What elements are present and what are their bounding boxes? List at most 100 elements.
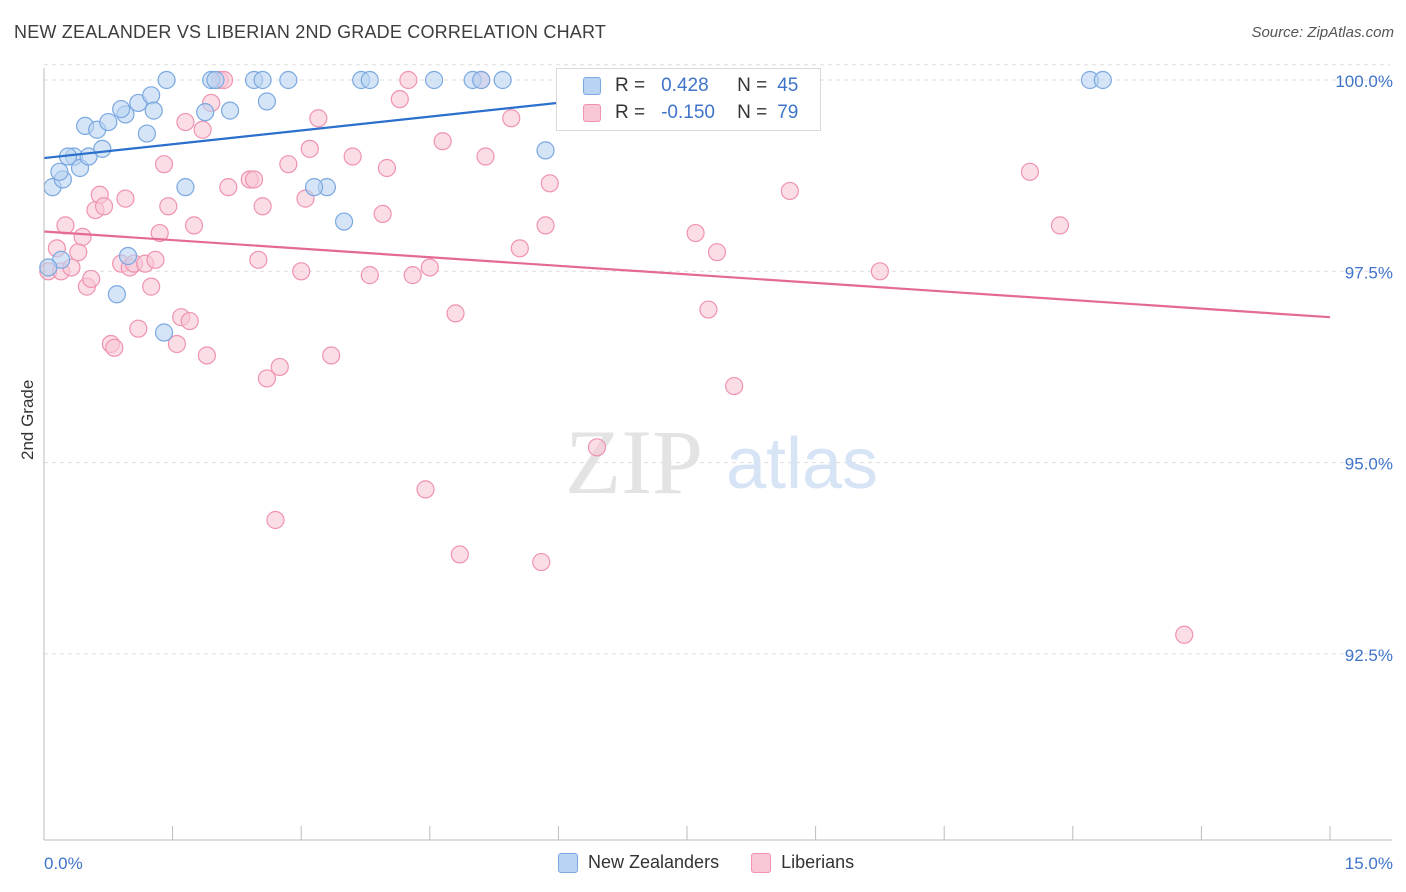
data-point [116, 189, 135, 208]
data-point [266, 510, 285, 530]
x-tick-label: 15.0% [1345, 854, 1393, 873]
data-point [587, 438, 607, 457]
data-point [334, 212, 354, 231]
data-point [82, 269, 101, 289]
data-point [107, 285, 126, 304]
data-point [540, 174, 559, 193]
data-point [94, 197, 114, 216]
data-point [159, 197, 178, 216]
y-tick-label: 92.5% [1345, 646, 1393, 665]
data-point [257, 369, 277, 388]
series-legend: New Zealanders Liberians [558, 852, 886, 873]
data-point [176, 112, 195, 132]
data-point [144, 101, 163, 120]
data-point [39, 258, 58, 277]
data-point [399, 70, 418, 90]
data-point [206, 70, 225, 90]
legend-r-value: 0.428 [661, 75, 709, 96]
data-point [403, 266, 422, 285]
data-point [780, 181, 799, 201]
chart-title: NEW ZEALANDER VS LIBERIAN 2ND GRADE CORR… [14, 22, 607, 42]
y-tick-label: 97.5% [1345, 263, 1393, 282]
data-point [1175, 625, 1194, 644]
data-point [118, 246, 138, 266]
data-point [420, 258, 439, 277]
data-point [150, 223, 169, 243]
data-point [304, 178, 324, 197]
data-point [105, 338, 124, 357]
data-point [142, 86, 161, 105]
data-point [373, 204, 392, 224]
axes: 0.0% 15.0% [43, 68, 1393, 873]
grid-layer: 92.5% 95.0% 97.5% 100.0% [44, 64, 1393, 665]
legend-swatch-liberians [751, 852, 772, 873]
data-point [416, 480, 435, 499]
stats-legend: R = 0.428 N = 45 R = -0.150 N = 79 [556, 68, 821, 131]
data-point [50, 162, 69, 181]
data-point [870, 262, 890, 281]
data-point [309, 109, 328, 128]
data-point [450, 545, 469, 564]
data-point [536, 141, 555, 160]
data-point [725, 376, 744, 396]
chart-source: Source: ZipAtlas.com [1251, 24, 1394, 41]
data-point [193, 120, 212, 139]
data-point [493, 70, 512, 90]
data-point [1093, 70, 1112, 90]
data-point [360, 70, 379, 90]
watermark-atlas: atlas [726, 424, 878, 504]
data-point [279, 155, 298, 174]
data-point [253, 197, 272, 216]
data-point [220, 101, 240, 120]
data-point [93, 139, 112, 158]
series-new-zealanders [39, 70, 1112, 342]
data-point [300, 139, 319, 158]
data-point [292, 262, 311, 281]
data-point [129, 319, 148, 338]
data-point [433, 132, 452, 151]
data-point [180, 311, 199, 331]
data-point [253, 70, 272, 90]
data-point [73, 227, 92, 246]
data-point [322, 346, 341, 365]
data-point [146, 250, 165, 269]
data-point [219, 178, 238, 197]
x-tick-label: 0.0% [44, 854, 83, 873]
data-point [390, 90, 409, 109]
data-point [532, 552, 551, 572]
legend-row-new-zealanders: R = 0.428 N = 45 [583, 74, 798, 98]
data-point [167, 334, 186, 354]
data-point [270, 357, 289, 377]
data-point [1020, 162, 1040, 181]
data-point [257, 92, 277, 111]
series-liberians [39, 70, 1194, 644]
legend-label-liberians: Liberians [781, 852, 855, 872]
data-point [154, 323, 174, 342]
data-point [157, 70, 176, 90]
legend-swatch-liberians [583, 104, 601, 122]
data-point [510, 239, 529, 258]
watermark: ZIP atlas [565, 411, 878, 513]
data-point [176, 178, 195, 197]
legend-n-label: N = [737, 75, 768, 96]
data-point [360, 266, 379, 285]
data-point [536, 216, 555, 235]
legend-n-value: 45 [777, 75, 799, 96]
data-point [112, 99, 131, 119]
legend-row-liberians: R = -0.150 N = 79 [583, 101, 798, 125]
data-point [446, 304, 465, 323]
data-point [343, 147, 362, 166]
legend-item-new-zealanders[interactable]: New Zealanders [558, 852, 719, 873]
legend-n-label: N = [737, 102, 768, 123]
data-point [476, 147, 495, 166]
data-point [197, 346, 216, 365]
data-point [142, 277, 161, 296]
data-point [1050, 216, 1070, 235]
legend-r-label: R = [615, 75, 646, 96]
data-point [707, 243, 727, 262]
data-point [244, 170, 264, 189]
data-point [249, 250, 268, 269]
legend-item-liberians[interactable]: Liberians [751, 852, 854, 873]
y-tick-label: 95.0% [1345, 455, 1393, 474]
